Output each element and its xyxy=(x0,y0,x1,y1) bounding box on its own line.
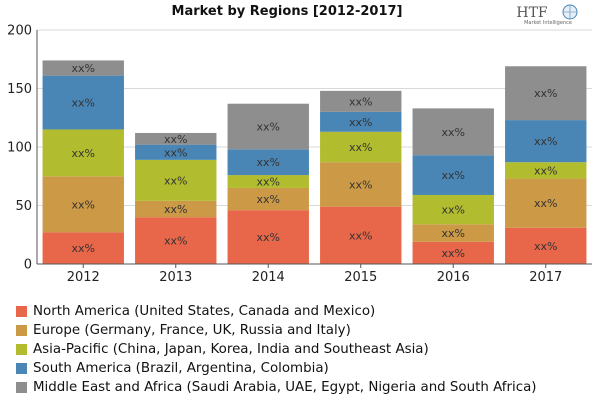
data-label: xx% xyxy=(534,164,557,177)
legend-swatch xyxy=(16,344,27,355)
data-label: xx% xyxy=(257,176,280,189)
bar-segment xyxy=(320,111,402,132)
data-label: xx% xyxy=(534,135,557,148)
bar-segment xyxy=(135,217,217,264)
data-label: xx% xyxy=(534,197,557,210)
logo-tagline: Market Intelligence xyxy=(524,20,572,26)
legend-label: Asia-Pacific (China, Japan, Korea, India… xyxy=(33,342,429,357)
bar-segment xyxy=(505,66,587,121)
data-label: xx% xyxy=(349,95,372,108)
data-label: xx% xyxy=(349,229,372,242)
x-tick-label: 2012 xyxy=(67,270,100,285)
y-tick-label: 0 xyxy=(24,258,32,273)
legend: North America (United States, Canada and… xyxy=(16,302,600,397)
x-tick-label: 2016 xyxy=(437,270,470,285)
data-label: xx% xyxy=(534,87,557,100)
y-tick-label: 100 xyxy=(7,141,32,156)
legend-label: Europe (Germany, France, UK, Russia and … xyxy=(33,323,351,338)
bar-segment xyxy=(42,176,124,233)
data-label: xx% xyxy=(72,147,95,160)
data-label: xx% xyxy=(72,62,95,75)
bar-segment xyxy=(412,224,494,242)
bar-segment xyxy=(227,187,309,211)
x-tick-label: 2014 xyxy=(252,270,285,285)
logo-brand: HTF xyxy=(516,5,548,21)
bar-segment xyxy=(135,200,217,218)
data-label: xx% xyxy=(257,121,280,134)
data-label: xx% xyxy=(257,156,280,169)
legend-label: South America (Brazil, Argentina, Colomb… xyxy=(33,361,329,376)
bar-segment xyxy=(227,175,309,188)
bar-segment xyxy=(412,108,494,156)
data-label: xx% xyxy=(72,198,95,211)
bar-segment xyxy=(505,227,587,264)
bar-segment xyxy=(135,132,217,145)
bar-segment xyxy=(42,129,124,177)
bar-segment xyxy=(42,60,124,76)
bar-segment xyxy=(320,90,402,112)
data-label: xx% xyxy=(349,141,372,154)
bar-segment xyxy=(227,103,309,150)
x-tick-label: 2017 xyxy=(529,270,562,285)
bar-segment xyxy=(505,178,587,228)
legend-swatch xyxy=(16,306,27,317)
legend-item: North America (United States, Canada and… xyxy=(16,302,600,321)
y-tick-label: 150 xyxy=(7,82,32,97)
data-label: xx% xyxy=(164,146,187,159)
data-label: xx% xyxy=(72,242,95,255)
legend-item: Europe (Germany, France, UK, Russia and … xyxy=(16,321,600,340)
bar-segment xyxy=(412,241,494,264)
x-tick-label: 2015 xyxy=(344,270,377,285)
bar-segment xyxy=(227,149,309,176)
y-tick-label: 50 xyxy=(15,199,32,214)
data-label: xx% xyxy=(442,204,465,217)
chart-title: Market by Regions [2012-2017] xyxy=(172,4,403,19)
data-label: xx% xyxy=(164,174,187,187)
legend-label: North America (United States, Canada and… xyxy=(33,304,376,319)
data-label: xx% xyxy=(442,247,465,260)
data-label: xx% xyxy=(257,231,280,244)
bar-segment xyxy=(320,131,402,163)
bars: xx% xx% xx% xx% xx% xx% xx% xx% xx% xx% xx% xx% xx% x… xyxy=(42,60,587,264)
bar-segment xyxy=(505,162,587,179)
legend-swatch xyxy=(16,363,27,374)
bar-segment xyxy=(412,194,494,225)
data-label: xx% xyxy=(534,240,557,253)
bar-segment xyxy=(42,232,124,264)
data-label: xx% xyxy=(257,193,280,206)
bar-segment xyxy=(320,162,402,207)
axes: 0 50 100 150 200 2012 2013 2014 2015 2016 2017 xyxy=(7,24,592,285)
data-label: xx% xyxy=(442,126,465,139)
data-label: xx% xyxy=(72,97,95,110)
legend-label: Middle East and Africa (Saudi Arabia, UA… xyxy=(33,380,537,395)
bar-segment xyxy=(505,120,587,163)
bar-segment xyxy=(135,159,217,201)
data-label: xx% xyxy=(349,116,372,129)
x-tick-label: 2013 xyxy=(159,270,192,285)
bar-segment xyxy=(42,75,124,130)
legend-item: Asia-Pacific (China, Japan, Korea, India… xyxy=(16,340,600,359)
chart-area: Market by Regions [2012-2017] HTF Market… xyxy=(7,4,592,285)
data-label: xx% xyxy=(442,227,465,240)
bar-segment xyxy=(135,144,217,160)
legend-swatch xyxy=(16,325,27,336)
data-label: xx% xyxy=(442,169,465,182)
bar-segment xyxy=(412,155,494,195)
legend-item: South America (Brazil, Argentina, Colomb… xyxy=(16,359,600,378)
bar-segment xyxy=(320,206,402,264)
globe-icon xyxy=(562,4,578,20)
legend-swatch xyxy=(16,382,27,393)
data-label: xx% xyxy=(164,203,187,216)
data-label: xx% xyxy=(164,235,187,248)
data-label: xx% xyxy=(164,133,187,146)
legend-item: Middle East and Africa (Saudi Arabia, UA… xyxy=(16,378,600,397)
y-tick-label: 200 xyxy=(7,24,32,39)
htf-logo: HTF Market Intelligence xyxy=(516,4,578,26)
data-label: xx% xyxy=(349,178,372,191)
bar-segment xyxy=(227,210,309,264)
